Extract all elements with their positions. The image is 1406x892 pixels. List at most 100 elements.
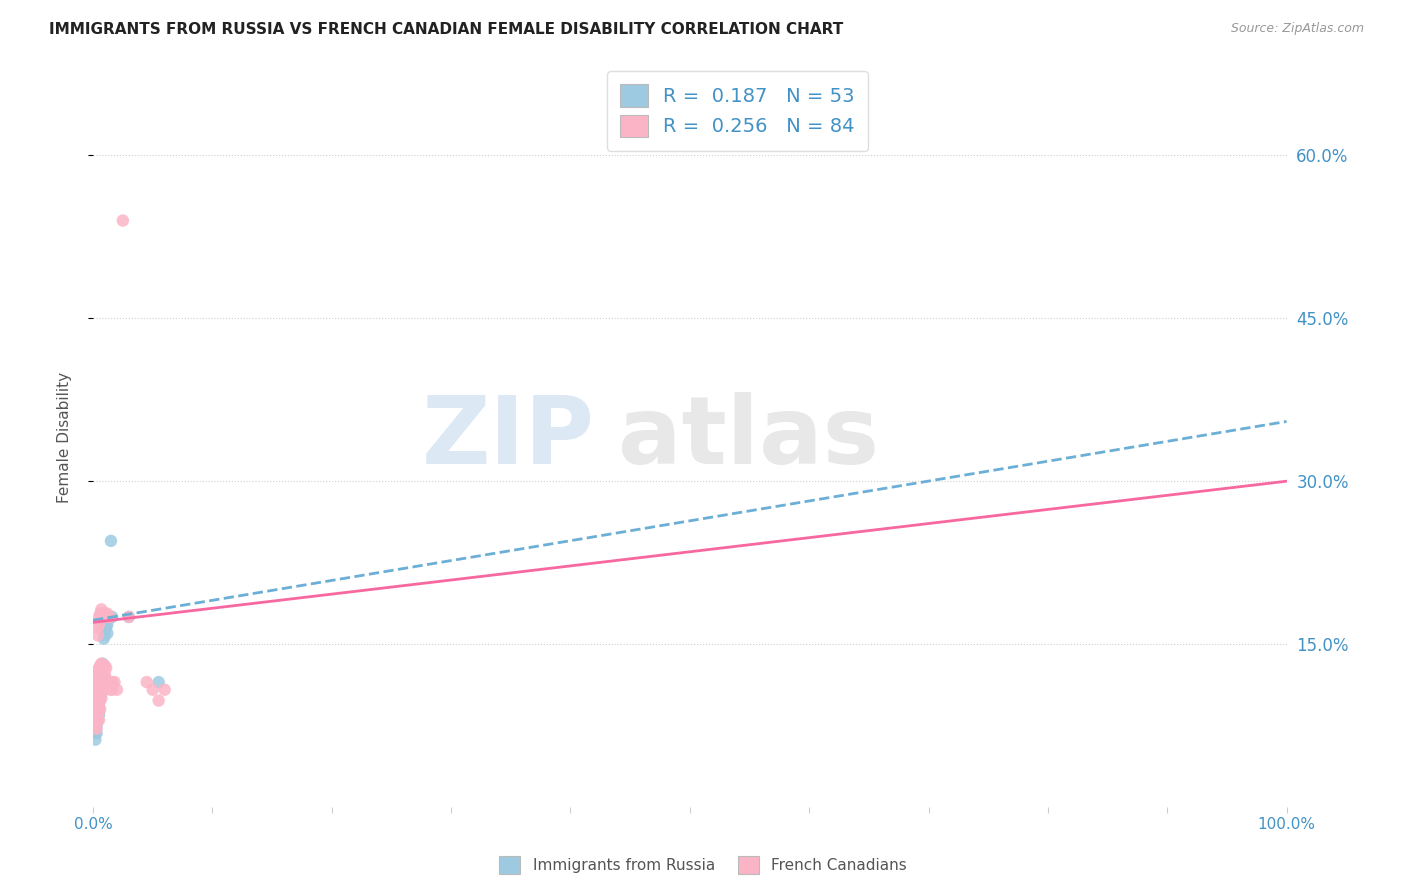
Point [97,610,120,624]
Point [96,610,118,624]
Point [87,670,110,684]
Point [87,667,110,681]
Point [87,707,110,722]
Point [87,667,110,681]
Text: ZIP: ZIP [422,392,595,483]
Point [100,682,122,697]
Point [90,610,112,624]
Point [89,702,111,716]
Point [96,607,118,621]
Point [87,678,110,692]
Point [83,693,105,707]
Point [89,685,111,699]
Point [91,676,114,690]
Point [90,661,112,675]
Point [105,682,128,697]
Point [93,624,115,638]
Point [94,667,117,681]
Point [94,658,117,673]
Point [87,621,110,635]
Point [87,713,110,727]
Point [100,675,122,690]
Legend: R =  0.187   N = 53, R =  0.256   N = 84: R = 0.187 N = 53, R = 0.256 N = 84 [607,70,869,151]
Point [91,685,114,699]
Point [87,617,110,632]
Point [83,686,105,700]
Point [87,675,110,690]
Point [93,678,115,692]
Point [87,681,110,695]
Point [84,702,107,716]
Point [90,691,112,706]
Point [87,713,110,727]
Point [83,711,105,725]
Point [90,602,112,616]
Point [83,675,105,690]
Point [118,610,141,624]
Point [98,610,121,624]
Point [90,657,112,671]
Point [87,691,110,706]
Point [86,670,108,684]
Point [93,670,115,684]
Point [87,687,110,701]
Text: Source: ZipAtlas.com: Source: ZipAtlas.com [1230,22,1364,36]
Point [87,705,110,719]
Point [94,615,117,630]
Point [86,718,108,732]
Point [90,665,112,680]
Point [87,661,110,675]
Point [84,732,107,747]
Point [87,682,110,697]
Point [86,726,108,740]
Point [96,617,118,632]
Point [84,717,107,731]
Point [87,707,110,722]
Point [90,682,112,697]
Point [83,700,105,714]
Point [94,621,117,635]
Point [118,610,141,624]
Point [83,682,105,697]
Y-axis label: Female Disability: Female Disability [58,372,72,503]
Point [84,697,107,711]
Text: IMMIGRANTS FROM RUSSIA VS FRENCH CANADIAN FEMALE DISABILITY CORRELATION CHART: IMMIGRANTS FROM RUSSIA VS FRENCH CANADIA… [49,22,844,37]
Point [89,681,111,695]
Point [86,690,108,704]
Point [91,665,114,679]
Point [87,610,110,624]
Point [86,697,108,711]
Point [87,628,110,642]
Point [91,667,114,681]
Point [89,676,111,690]
Point [83,705,105,719]
Point [86,711,108,725]
Point [84,682,107,697]
Point [84,678,107,692]
Point [86,681,108,695]
Point [84,726,107,740]
Point [84,670,107,684]
Point [89,667,111,681]
Point [93,632,115,646]
Point [86,665,108,679]
Point [148,693,170,707]
Point [89,690,111,704]
Point [94,621,117,635]
Point [87,682,110,697]
Point [86,693,108,707]
Point [83,697,105,711]
Point [86,722,108,736]
Point [89,672,111,686]
Point [93,661,115,675]
Point [86,686,108,700]
Point [83,690,105,704]
Point [135,675,157,690]
Point [83,718,105,732]
Point [94,661,117,675]
Point [84,681,107,695]
Point [111,213,134,227]
Point [86,672,108,686]
Point [84,715,107,730]
Point [84,710,107,724]
